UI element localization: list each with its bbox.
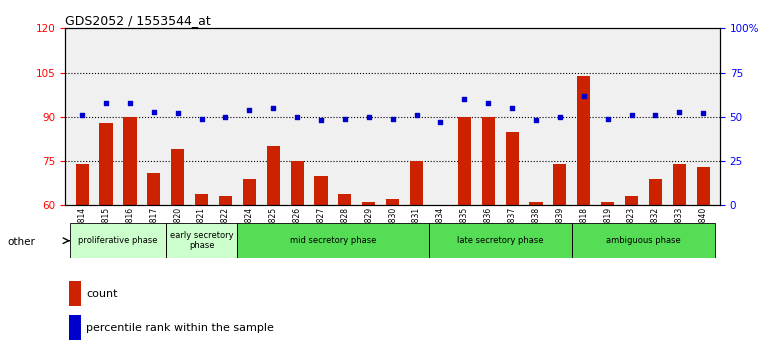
Point xyxy=(458,96,470,102)
Bar xyxy=(482,117,495,205)
Point xyxy=(554,114,566,120)
Point xyxy=(506,105,518,111)
Text: early secretory
phase: early secretory phase xyxy=(170,231,233,250)
Point xyxy=(196,116,208,121)
Bar xyxy=(69,315,81,340)
Bar xyxy=(237,223,429,258)
Point xyxy=(172,110,184,116)
Point xyxy=(387,116,399,121)
Bar xyxy=(266,146,280,205)
Bar xyxy=(166,223,237,258)
Point xyxy=(625,112,638,118)
Bar xyxy=(458,117,471,205)
Point xyxy=(434,119,447,125)
Point xyxy=(76,112,89,118)
Point xyxy=(697,110,709,116)
Bar xyxy=(429,223,572,258)
Text: proliferative phase: proliferative phase xyxy=(79,236,158,245)
Bar xyxy=(554,164,567,205)
Text: percentile rank within the sample: percentile rank within the sample xyxy=(86,323,274,333)
Bar xyxy=(123,117,136,205)
Point xyxy=(219,114,232,120)
Bar xyxy=(338,194,351,205)
Bar xyxy=(572,223,715,258)
Text: GDS2052 / 1553544_at: GDS2052 / 1553544_at xyxy=(65,14,211,27)
Point xyxy=(601,116,614,121)
Bar xyxy=(69,281,81,306)
Point xyxy=(243,107,256,113)
Point xyxy=(649,112,661,118)
Point xyxy=(578,93,590,98)
Point xyxy=(315,118,327,123)
Bar xyxy=(410,161,424,205)
Bar xyxy=(243,179,256,205)
Point xyxy=(100,100,112,105)
Bar xyxy=(362,202,376,205)
Text: ambiguous phase: ambiguous phase xyxy=(606,236,681,245)
Bar xyxy=(290,161,303,205)
Point xyxy=(124,100,136,105)
Point xyxy=(410,112,423,118)
Point xyxy=(339,116,351,121)
Point xyxy=(530,118,542,123)
Bar xyxy=(673,164,686,205)
Bar xyxy=(697,167,710,205)
Bar xyxy=(601,202,614,205)
Bar xyxy=(506,132,519,205)
Text: mid secretory phase: mid secretory phase xyxy=(290,236,377,245)
Bar xyxy=(649,179,662,205)
Text: late secretory phase: late secretory phase xyxy=(457,236,544,245)
Bar xyxy=(530,202,543,205)
Point xyxy=(673,109,685,114)
Point xyxy=(148,109,160,114)
Bar xyxy=(171,149,184,205)
Bar xyxy=(70,223,166,258)
Bar xyxy=(147,173,160,205)
Point xyxy=(363,114,375,120)
Bar xyxy=(219,196,232,205)
Bar xyxy=(578,75,591,205)
Bar xyxy=(99,123,112,205)
Bar xyxy=(75,164,89,205)
Bar xyxy=(386,199,400,205)
Bar xyxy=(314,176,327,205)
Bar xyxy=(625,196,638,205)
Point xyxy=(482,100,494,105)
Text: count: count xyxy=(86,289,118,299)
Bar xyxy=(195,194,208,205)
Text: other: other xyxy=(8,238,35,247)
Point xyxy=(267,105,280,111)
Point xyxy=(291,114,303,120)
